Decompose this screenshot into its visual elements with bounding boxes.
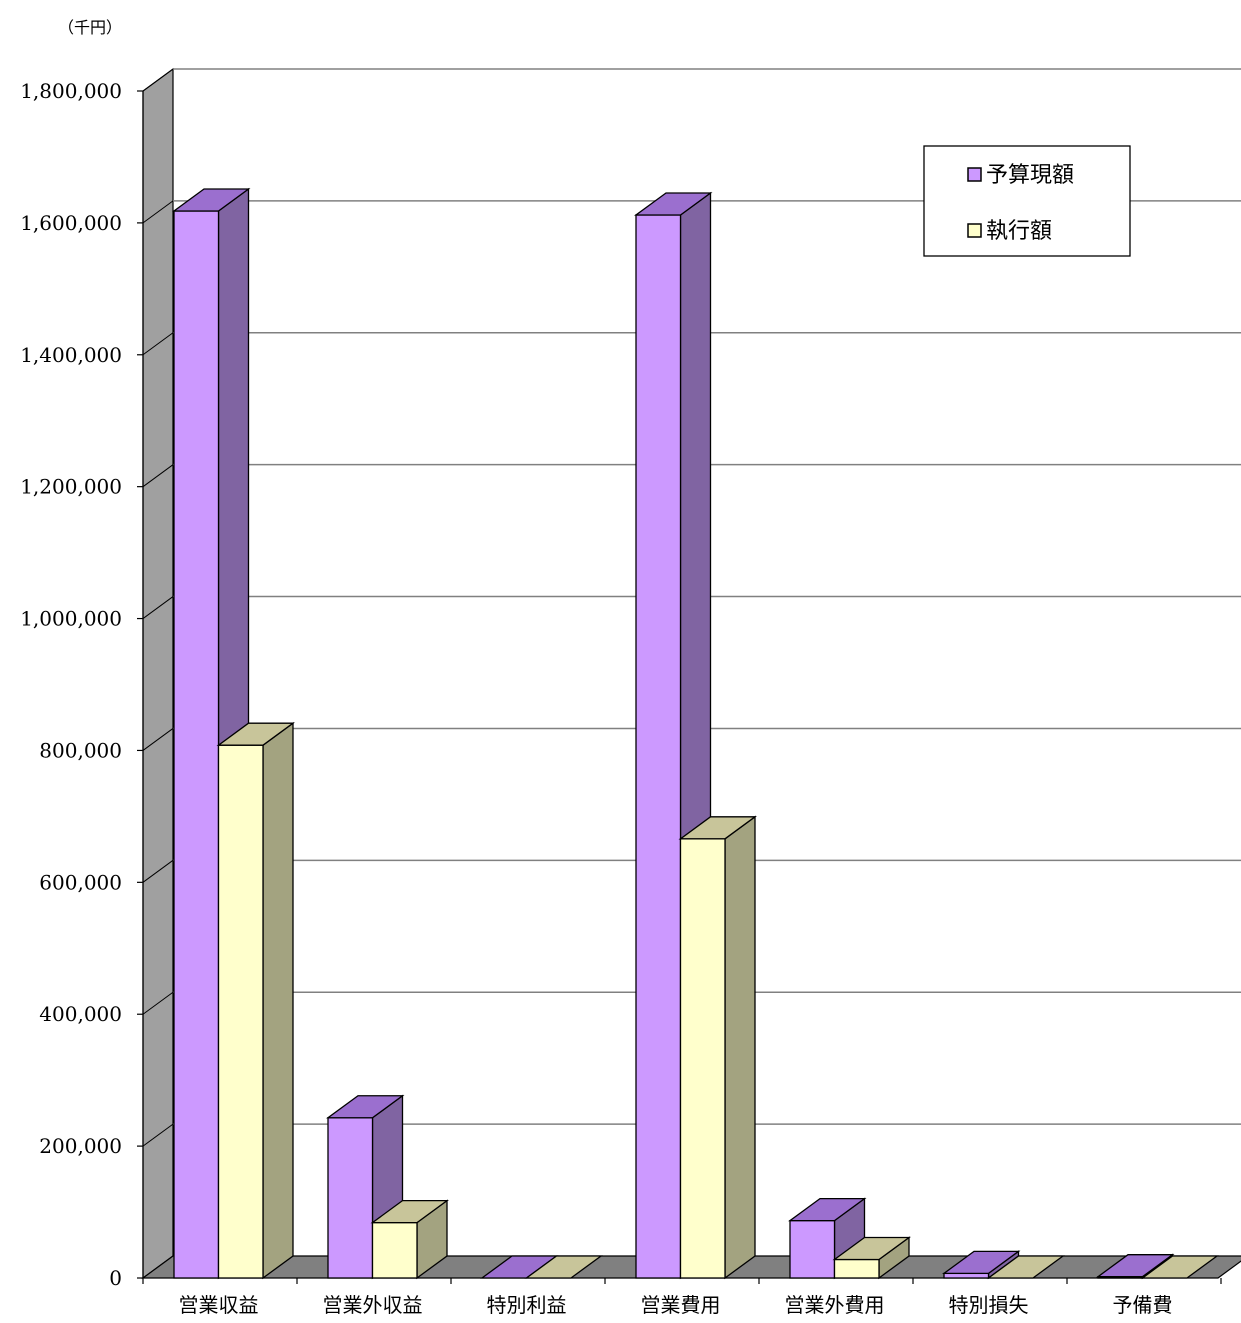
bar-top	[1096, 1254, 1175, 1278]
bar-top	[634, 192, 713, 216]
bar-side	[724, 815, 756, 1280]
bar-top	[986, 1255, 1065, 1279]
side-wall	[142, 67, 174, 1280]
x-tick-label: 特別損失	[949, 1293, 1029, 1317]
bar-予算現額	[172, 187, 251, 1280]
wall-grid-diagonal	[142, 200, 174, 224]
bar-front	[371, 1221, 418, 1279]
x-tick-label: 営業外費用	[785, 1293, 885, 1317]
bar-top	[172, 188, 251, 212]
wall-grid-diagonal	[142, 68, 174, 92]
y-tick-label: 0	[109, 1266, 122, 1290]
bar-front	[679, 838, 726, 1279]
bar-予算現額	[942, 1250, 1021, 1280]
bar-front	[327, 1117, 374, 1279]
wall-grid-diagonal	[142, 596, 174, 619]
bar-front	[943, 1272, 990, 1279]
bar-front	[173, 210, 220, 1279]
y-axis: 0 200,000 400,000 600,000 800,000 1,000,000 1,…	[20, 79, 144, 1290]
legend-label: 執行額	[986, 219, 1052, 244]
wall-grid-diagonal	[142, 464, 174, 488]
x-tick-label: 営業費用	[641, 1293, 721, 1317]
bar-top	[942, 1250, 1021, 1275]
bar-top	[832, 1236, 911, 1261]
wall-grid-diagonal	[142, 332, 174, 356]
bar-front	[635, 214, 682, 1279]
bar-執行額	[1140, 1255, 1219, 1279]
y-tick-label: 600,000	[39, 870, 122, 894]
bar-執行額	[370, 1199, 449, 1280]
wall-grid-diagonal	[142, 859, 174, 883]
bar-執行額	[832, 1236, 911, 1280]
bar-執行額	[524, 1255, 603, 1279]
bar-top	[326, 1095, 405, 1119]
y-tick-label: 1,400,000	[20, 343, 122, 367]
bar-top	[524, 1255, 603, 1279]
wall-grid-diagonal	[142, 1123, 174, 1147]
x-tick-label: 特別利益	[487, 1293, 567, 1317]
x-tick-label: 営業外収益	[323, 1293, 423, 1317]
legend-label: 予算現額	[986, 163, 1074, 188]
legend-box	[923, 145, 1131, 257]
bar-front	[833, 1258, 880, 1279]
x-tick-label: 営業収益	[179, 1293, 259, 1317]
bar-執行額	[678, 815, 757, 1280]
legend-swatch	[967, 167, 982, 182]
y-tick-label: 1,600,000	[20, 211, 122, 235]
x-axis-labels: 営業収益 営業外収益 特別利益 営業費用 営業外費用 特別損失 予備費	[142, 1278, 1222, 1317]
legend-swatch	[967, 223, 982, 238]
unit-label: （千円）	[58, 18, 123, 37]
y-tick-label: 800,000	[39, 738, 122, 762]
bar-front	[789, 1219, 836, 1279]
y-tick-label: 1,800,000	[20, 79, 122, 103]
y-tick-label: 400,000	[39, 1002, 122, 1026]
bar-top	[370, 1199, 449, 1224]
bar-執行額	[216, 721, 295, 1280]
wall-grid-diagonal	[142, 991, 174, 1015]
bar-top	[216, 722, 295, 746]
bar-front	[217, 744, 264, 1279]
y-tick-label: 200,000	[39, 1134, 122, 1158]
bar-top	[678, 816, 757, 840]
bar-執行額	[986, 1255, 1065, 1279]
y-tick-label: 1,000,000	[20, 607, 122, 631]
bars	[172, 187, 1219, 1280]
y-tick-label: 1,200,000	[20, 475, 122, 499]
bar-top	[1140, 1255, 1219, 1279]
bar-side	[262, 721, 294, 1280]
wall-grid-diagonal	[142, 728, 174, 751]
bar-top	[788, 1197, 867, 1222]
x-tick-label: 予備費	[1113, 1293, 1173, 1317]
